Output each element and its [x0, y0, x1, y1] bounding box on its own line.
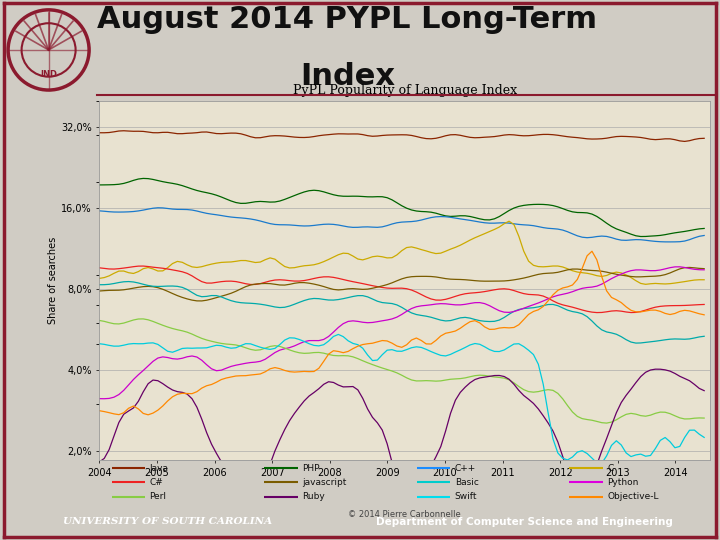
Text: © 2014 Pierre Carbonnelle: © 2014 Pierre Carbonnelle [348, 510, 461, 519]
Text: IND: IND [40, 70, 57, 79]
Text: August 2014 PYPL Long-Term: August 2014 PYPL Long-Term [97, 5, 597, 35]
Text: Index: Index [300, 62, 395, 91]
Text: Department of Computer Science and Engineering: Department of Computer Science and Engin… [376, 517, 673, 527]
Text: PHP: PHP [302, 464, 320, 472]
Text: Perl: Perl [150, 492, 166, 501]
Text: Basic: Basic [455, 478, 479, 487]
Y-axis label: Share of searches: Share of searches [48, 237, 58, 324]
Text: Objective-L: Objective-L [608, 492, 659, 501]
Text: C: C [608, 464, 613, 472]
Title: PyPL Popularity of Language Index: PyPL Popularity of Language Index [292, 84, 517, 97]
Text: Python: Python [608, 478, 639, 487]
Text: javascript: javascript [302, 478, 346, 487]
Text: Swift: Swift [455, 492, 477, 501]
Text: Ruby: Ruby [302, 492, 325, 501]
Text: C++: C++ [455, 464, 476, 472]
Text: C#: C# [150, 478, 163, 487]
Text: UNIVERSITY OF SOUTH CAROLINA: UNIVERSITY OF SOUTH CAROLINA [63, 517, 272, 526]
Text: Java: Java [150, 464, 168, 472]
